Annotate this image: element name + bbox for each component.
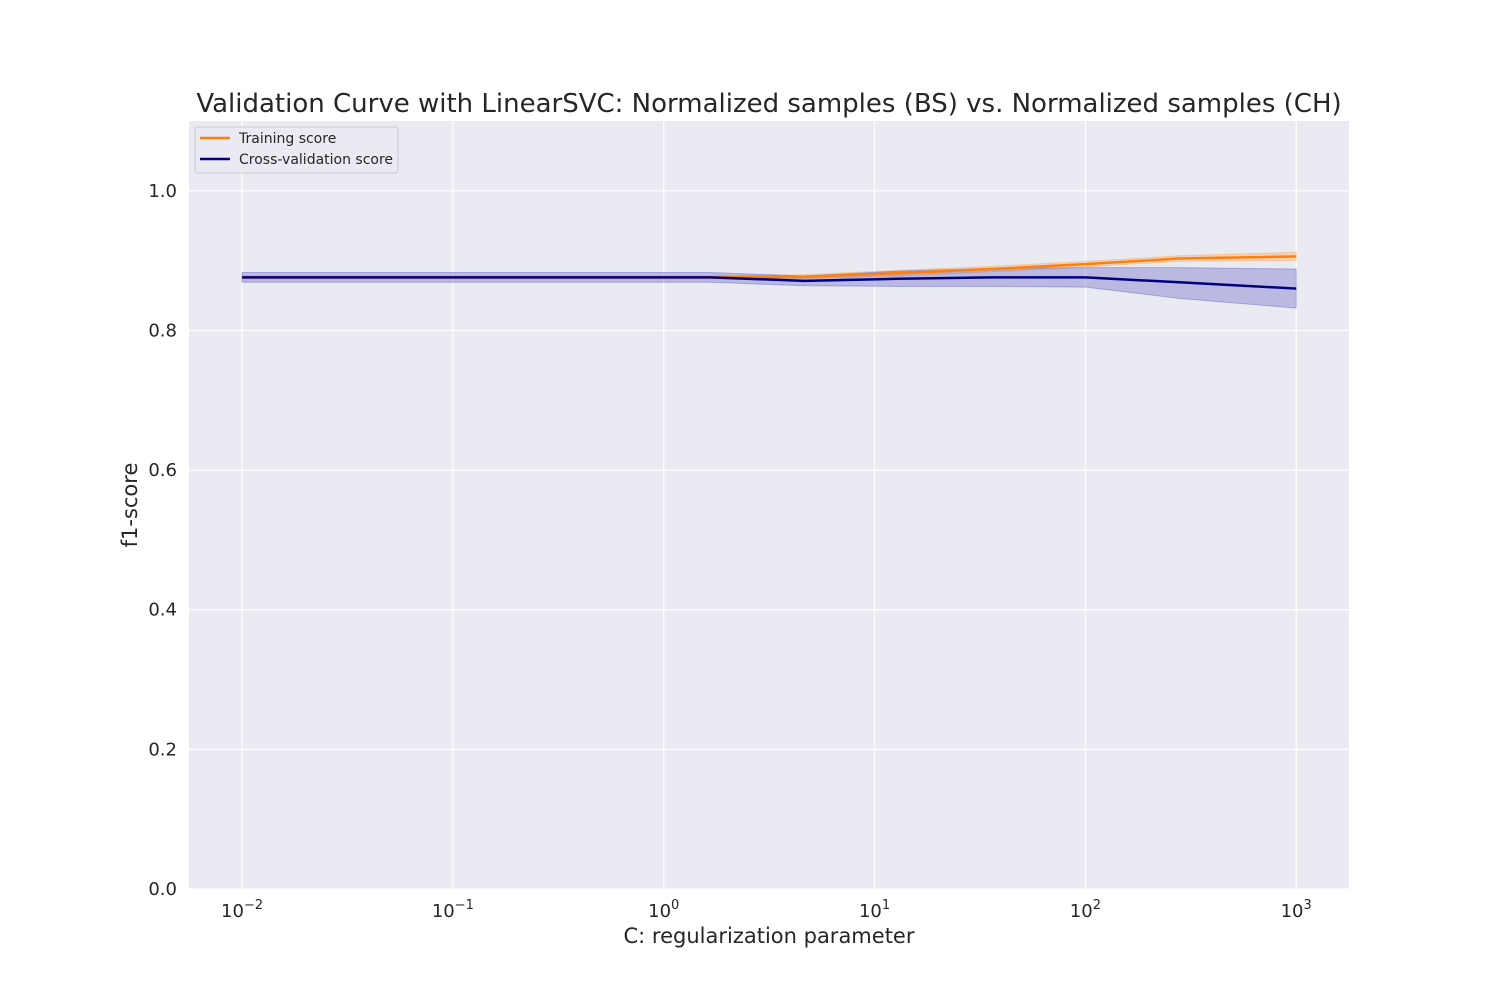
legend-label: Cross-validation score [239, 152, 393, 168]
x-tick-label: 103 [1281, 898, 1312, 922]
x-axis-label: C: regularization parameter [624, 924, 915, 948]
confidence-band [241, 251, 1297, 280]
y-axis-ticks: 0.0 0.2 0.4 0.6 0.8 1.0 [148, 181, 177, 900]
y-tick-label: 0.6 [148, 460, 177, 481]
y-tick-label: 0.8 [148, 320, 177, 341]
legend-box [194, 126, 399, 174]
y-tick-label: 0.4 [148, 600, 177, 621]
grid [189, 121, 1349, 890]
series-lines [242, 255, 1297, 290]
x-tick-label: 10−2 [221, 898, 263, 922]
y-tick-label: 1.0 [148, 181, 177, 202]
x-tick-label: 102 [1070, 898, 1101, 922]
x-axis-ticks: 10−2 10−1 100 101 102 103 [221, 898, 1312, 922]
plot-background [189, 121, 1349, 889]
x-tick-label: 100 [648, 898, 679, 922]
y-tick-label: 0.0 [148, 879, 177, 900]
series-line [242, 276, 1297, 290]
x-tick-label: 101 [859, 898, 890, 922]
chart-title: Validation Curve with LinearSVC: Normali… [196, 89, 1341, 119]
y-tick-label: 0.2 [148, 739, 177, 760]
y-axis-label: f1-score [118, 463, 142, 548]
legend: Training score Cross-validation score [194, 126, 399, 174]
legend-label: Training score [238, 131, 336, 147]
x-tick-label: 10−1 [432, 898, 474, 922]
